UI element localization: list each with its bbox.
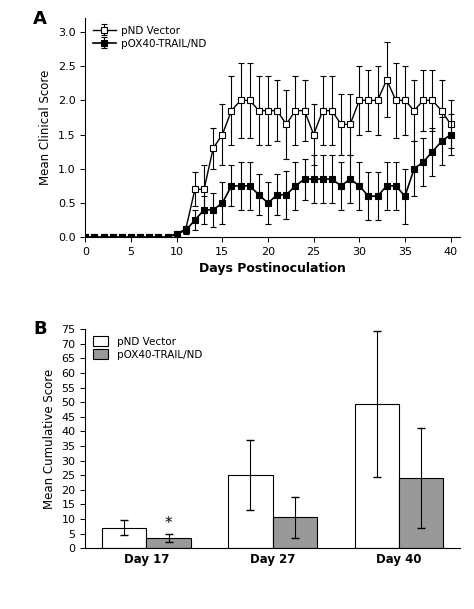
Text: A: A — [33, 10, 47, 27]
Bar — [355, 404, 399, 548]
Y-axis label: Mean Cumulative Score: Mean Cumulative Score — [43, 368, 56, 509]
Bar — [273, 518, 317, 548]
Text: B: B — [33, 320, 46, 339]
Legend: pND Vector, pOX40-TRAIL/ND: pND Vector, pOX40-TRAIL/ND — [91, 24, 208, 51]
Text: *: * — [165, 516, 173, 531]
Bar — [399, 478, 443, 548]
Legend: pND Vector, pOX40-TRAIL/ND: pND Vector, pOX40-TRAIL/ND — [91, 334, 204, 362]
Bar — [146, 538, 191, 548]
Bar — [228, 475, 273, 548]
Y-axis label: Mean Clinical Score: Mean Clinical Score — [39, 70, 52, 185]
Bar — [102, 527, 146, 548]
X-axis label: Days Postinoculation: Days Postinoculation — [199, 262, 346, 275]
